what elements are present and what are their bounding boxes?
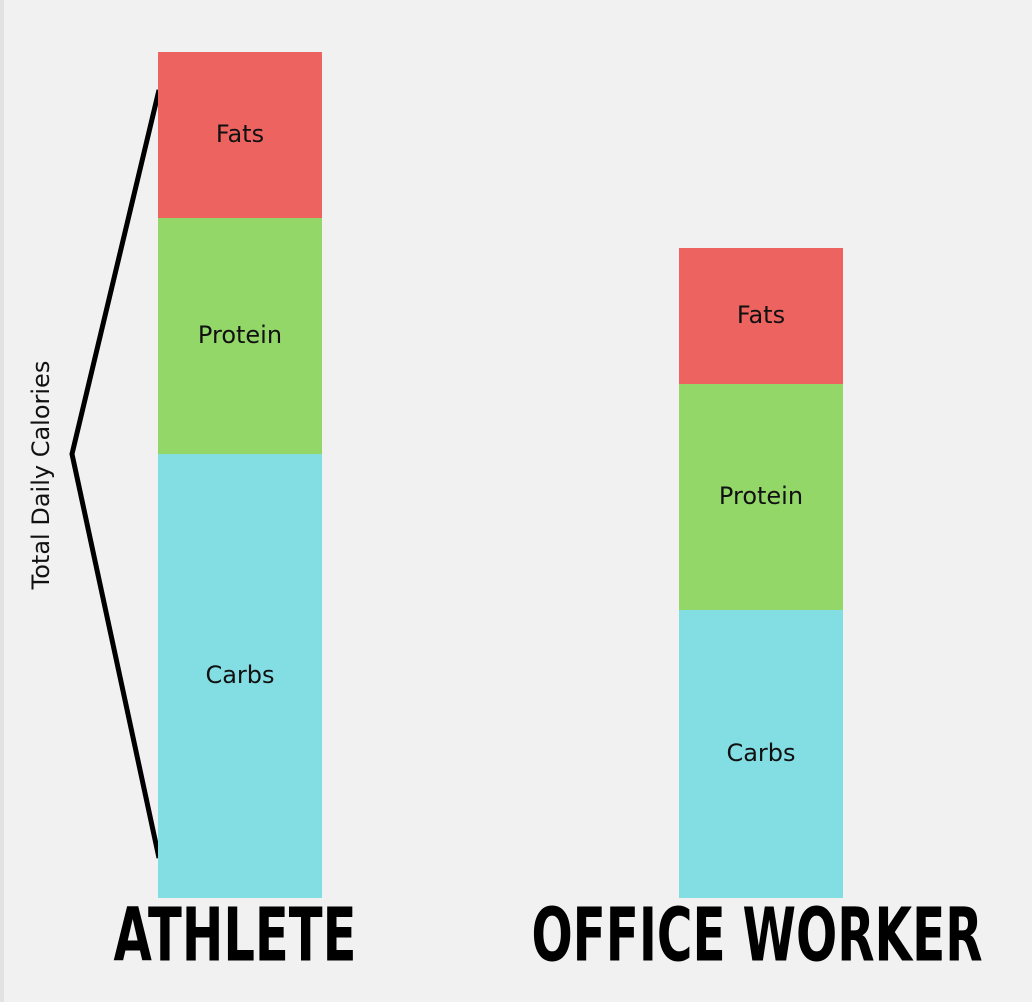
segment-label: Fats — [216, 120, 264, 148]
left-edge — [0, 0, 4, 1002]
segment-label: Carbs — [726, 739, 795, 767]
bar-segment — [679, 384, 843, 610]
category-label: OFFICE WORKER — [531, 893, 982, 979]
y-axis-label: Total Daily Calories — [27, 361, 55, 591]
bar-segment — [158, 52, 322, 218]
segment-label: Fats — [737, 301, 785, 329]
segment-label: Protein — [719, 482, 803, 510]
bar-segment — [679, 610, 843, 898]
segment-label: Carbs — [205, 661, 274, 689]
segment-label: Protein — [198, 321, 282, 349]
bar-segment — [158, 218, 322, 454]
bar-segment — [158, 454, 322, 898]
bracket — [69, 89, 162, 859]
bar-segment — [679, 248, 843, 384]
category-label: ATHLETE — [114, 893, 357, 979]
